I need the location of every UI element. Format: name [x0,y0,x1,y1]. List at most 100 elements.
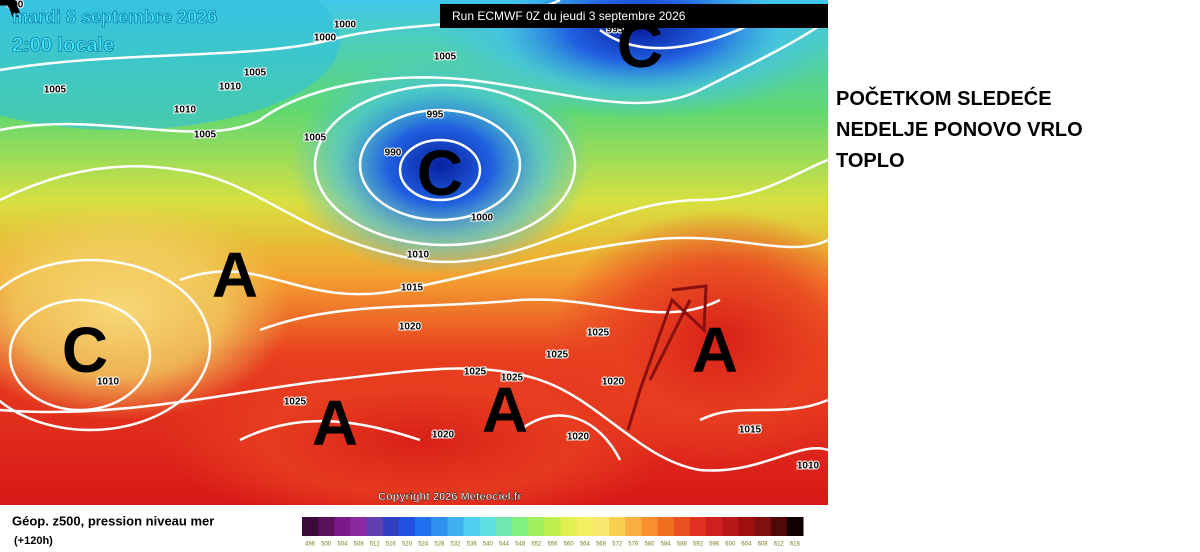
scale-label: 604 [741,542,752,548]
scale-label: 552 [531,542,542,548]
scale-swatch [592,517,610,536]
pressure-system: A [482,374,528,446]
scale-swatch [689,517,707,536]
scale-label: 508 [354,542,365,548]
isobar-label: 1010 [407,250,430,261]
scale-label: 540 [483,542,494,548]
scale-label: 576 [628,542,639,548]
scale-label: 528 [434,542,445,548]
pressure-system: A [0,0,23,31]
isobar-label: 990 [7,0,24,11]
scale-swatch [447,517,465,536]
low-area [290,55,590,275]
pressure-system: A [212,239,258,311]
run-box [440,4,828,28]
scale-swatch [431,517,448,536]
scale-swatch [350,517,368,536]
isobar-label: 1020 [567,432,590,443]
footer-lead: (+120h) [14,535,53,547]
scale-label: 548 [515,542,526,548]
scale-label: 520 [402,542,413,548]
scale-label: 600 [725,542,736,548]
scale-swatch [334,517,351,536]
scale-label: 596 [709,542,720,548]
scale-label: 592 [693,542,704,548]
isobar-label: 1025 [546,350,569,361]
scale-label: 572 [612,542,623,548]
scale-swatch [609,517,626,536]
copyright: Copyright 2026 Meteociel.fr [378,491,522,503]
high-area [0,200,290,420]
time-label: 2:00 locale [12,34,114,56]
scale-label: 536 [467,542,478,548]
isobar-label: 1005 [434,52,457,63]
scale-label: 564 [580,542,591,548]
isobar-label: 1010 [219,82,242,93]
scale-label: 588 [677,542,688,548]
isobar-label: 1005 [304,133,327,144]
isobar-label: 1020 [602,377,625,388]
cold-area [0,0,340,130]
scale-label: 496 [305,542,316,548]
footer-title: Géop. z500, pression niveau mer [12,513,214,528]
scale-label: 544 [499,542,510,548]
scale-label: 504 [337,542,348,548]
isobar-label: 1020 [432,430,455,441]
isobar-label: 1025 [284,397,307,408]
scale-swatch [366,517,384,536]
isobar-label: 1015 [739,425,762,436]
scale-swatch [706,517,723,536]
scale-swatch [641,517,659,536]
scale-swatch [544,517,562,536]
isobar-label: 1000 [334,20,357,31]
scale-swatch [754,517,772,536]
isobar-label: 995 [427,110,444,121]
isobar-label: 1000 [471,213,494,224]
isobar-label: 1010 [174,105,197,116]
pressure-system: C [417,137,463,209]
scale-swatch [398,517,416,536]
scale-swatch [673,517,691,536]
scale-swatch [770,517,788,536]
scale-label: 608 [758,542,769,548]
scale-swatch [657,517,675,536]
isobar-label: 1020 [399,322,422,333]
scale-label: 612 [774,542,785,548]
scale-label: 580 [644,542,655,548]
scale-swatch [576,517,594,536]
scale-label: 616 [790,542,801,548]
scale-label: 524 [418,542,429,548]
scale-swatch [415,517,432,536]
isobar-label: 1025 [464,367,487,378]
isobar-label: 1005 [44,85,67,96]
scale-swatch [318,517,335,536]
scale-label: 560 [564,542,575,548]
scale-label: 512 [370,542,381,548]
isobar-label: 1025 [501,373,524,384]
scale-swatch [528,517,545,536]
note-line: NEDELJE PONOVO VRLO [836,119,1083,141]
annotation-line [626,284,708,431]
isobar-label: 1010 [97,377,120,388]
pressure-system: A [312,387,358,459]
note-line: POČETKOM SLEDEĆE [836,88,1052,110]
pressure-system: C [62,314,108,386]
isobar-label: 1010 [797,461,820,472]
scale-label: 568 [596,542,607,548]
scale-label: 532 [451,542,462,548]
scale-swatch [512,517,529,536]
scale-swatch [495,517,513,536]
date-label: mardi 8 septembre 2026 [12,7,217,27]
scale-swatch [786,517,804,536]
scale-swatch [722,517,739,536]
scale-swatch [302,517,319,536]
isobar-label: 1015 [401,283,424,294]
scale-label: 556 [547,542,558,548]
note-line: TOPLO [836,150,905,172]
scale-label: 584 [661,542,672,548]
scale-label-band [302,537,803,549]
isobar-label: 1005 [244,68,267,79]
scale-swatch [382,517,400,536]
